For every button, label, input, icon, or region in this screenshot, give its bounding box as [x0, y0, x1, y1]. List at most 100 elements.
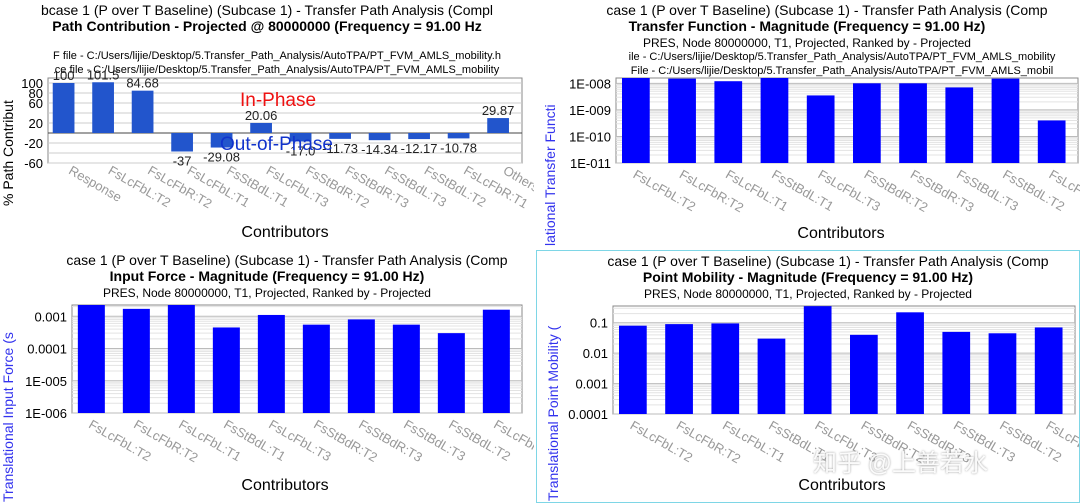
y-tick-label: -60	[24, 156, 43, 171]
panel-subcase: bcase 1 (P over T Baseline) (Subcase 1) …	[40, 2, 494, 18]
y-tick-label: 0.001	[34, 309, 67, 324]
bar	[250, 122, 272, 133]
bar	[757, 338, 786, 414]
x-axis-label: Contributors	[797, 225, 885, 242]
data-label: -17.0	[286, 144, 316, 159]
bar	[487, 118, 509, 133]
data-label: -11.73	[322, 141, 358, 156]
bar	[329, 133, 351, 139]
bar	[289, 133, 312, 142]
bar	[619, 325, 647, 414]
x-axis-label: Contributors	[241, 477, 329, 494]
bar	[1034, 327, 1063, 414]
bar	[899, 83, 927, 163]
file-path-2: ce file - C:/Users/lijie/Desktop/5.Trans…	[54, 64, 500, 76]
bar	[210, 133, 233, 148]
bar	[945, 87, 974, 163]
y-tick-label: 1E-009	[569, 103, 611, 118]
bar	[482, 309, 510, 413]
panel-subcase: case 1 (P over T Baseline) (Subcase 1) -…	[66, 252, 508, 268]
panel-transfer-function[interactable]: case 1 (P over T Baseline) (Subcase 1) -…	[534, 0, 1080, 250]
data-label: -10.78	[440, 140, 477, 155]
bar	[77, 305, 105, 413]
bar	[437, 333, 465, 413]
bar	[622, 78, 650, 163]
bar	[942, 331, 971, 414]
chart-plot: 0.0010.00011E-0051E-006FsLcFbL:T2FsLcFbR…	[25, 304, 534, 465]
panel-subcase: case 1 (P over T Baseline) (Subcase 1) -…	[606, 2, 1048, 18]
chart-info: PRES, Node 80000000, T1, Projected, Rank…	[103, 286, 431, 300]
chart-title: Input Force - Magnitude (Frequency = 91.…	[109, 268, 425, 284]
y-tick-label: 1E-008	[569, 76, 611, 91]
in-phase-label: In-Phase	[240, 90, 317, 111]
x-axis-label: Contributors	[798, 477, 886, 494]
chart-info: PRES, Node 80000000, T1, Projected, Rank…	[644, 287, 972, 301]
bar	[257, 314, 285, 413]
data-label: 84.68	[126, 76, 159, 91]
chart-plot: 0.10.010.0010.0001FsLcFbL:T2FsLcFbR:T2Fs…	[568, 305, 1079, 466]
data-label: -14.34	[361, 142, 398, 157]
bar	[167, 305, 195, 413]
panel-point-mobility[interactable]: case 1 (P over T Baseline) (Subcase 1) -…	[536, 250, 1080, 503]
panel-input-force[interactable]: case 1 (P over T Baseline) (Subcase 1) -…	[0, 250, 534, 503]
y-tick-label: 60	[29, 96, 43, 111]
data-label: 100	[53, 68, 75, 83]
bar	[212, 327, 240, 413]
bar	[131, 90, 154, 133]
bar	[896, 312, 924, 414]
bar	[988, 333, 1017, 414]
data-label: -12.17	[401, 141, 438, 156]
data-label: 101.5	[87, 67, 120, 82]
bar	[760, 78, 789, 163]
bar	[447, 133, 470, 139]
chart-title: Point Mobility - Magnitude (Frequency = …	[642, 269, 974, 285]
chart-title: Path Contribution - Projected @ 80000000…	[52, 18, 482, 34]
y-tick-label: 80	[29, 86, 43, 101]
bar	[92, 82, 114, 133]
data-label: -37	[173, 154, 192, 169]
file-path-2: File - C:/Users/lijie/Desktop/5.Transfer…	[630, 65, 1054, 77]
bar	[302, 324, 330, 413]
bar	[368, 133, 391, 141]
y-tick-label: 100	[21, 76, 43, 91]
bar	[806, 95, 835, 163]
bar	[171, 133, 193, 152]
y-tick-label: 1E-005	[25, 374, 67, 389]
panel-subcase: case 1 (P over T Baseline) (Subcase 1) -…	[607, 253, 1049, 269]
bar	[711, 323, 740, 414]
bar	[714, 81, 743, 163]
bar	[803, 306, 832, 414]
bar	[52, 83, 75, 133]
y-tick-label: 20	[29, 116, 43, 131]
bar	[850, 334, 878, 414]
bar	[991, 78, 1020, 163]
chart-info: PRES, Node 80000000, T1, Projected, Rank…	[643, 36, 971, 50]
bar	[392, 324, 420, 413]
chart-plot: 1E-0081E-0091E-0101E-011FsLcFbL:T2FsLcFb…	[569, 76, 1080, 215]
y-tick-label: 0.0001	[27, 342, 67, 357]
x-axis-label: Contributors	[241, 224, 329, 241]
bar	[668, 78, 696, 163]
bar	[665, 324, 693, 414]
y-tick-label: 1E-006	[25, 406, 67, 421]
out-of-phase-label: Out-of-Phase	[220, 134, 333, 155]
y-tick-label: 0.001	[575, 377, 608, 392]
y-tick-label: 1E-010	[569, 129, 611, 144]
file-path-1: ile - C:/Users/lijie/Desktop/5.Transfer_…	[628, 51, 1056, 63]
chart-title: Transfer Function - Magnitude (Frequency…	[628, 18, 986, 34]
bar	[347, 319, 375, 413]
data-label: -29.08	[203, 150, 240, 165]
bar	[408, 133, 430, 140]
bar	[122, 308, 150, 413]
y-tick-label: 0.0001	[568, 407, 608, 422]
data-label: 20.06	[245, 108, 278, 123]
y-tick-label: -20	[24, 136, 43, 151]
panel-path-contribution[interactable]: bcase 1 (P over T Baseline) (Subcase 1) …	[0, 0, 534, 250]
plot-area	[47, 77, 523, 164]
y-tick-label: 1E-011	[570, 156, 611, 171]
y-tick-label: 0.01	[583, 346, 608, 361]
file-path-1: F file - C:/Users/lijie/Desktop/5.Transf…	[53, 50, 501, 62]
data-label: 29.87	[482, 103, 515, 118]
watermark: 知乎 @上善若水	[813, 450, 989, 477]
chart-plot: 100806020-20-60100Response101.5FsLcFbL:T…	[21, 67, 534, 211]
